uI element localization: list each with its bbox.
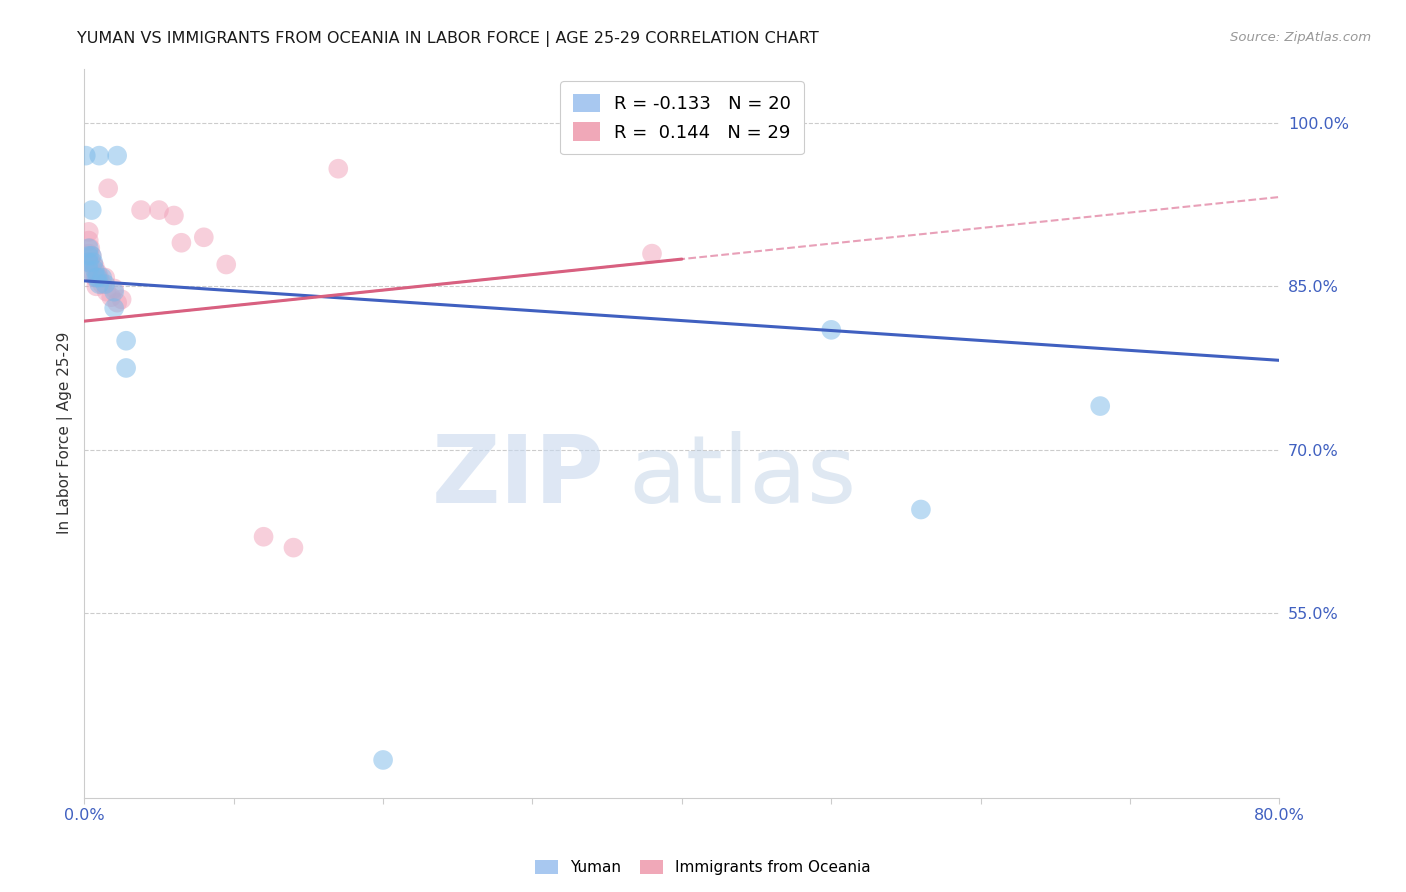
Point xyxy=(111,293,134,307)
Point xyxy=(96,285,118,299)
Point xyxy=(94,270,117,285)
Point xyxy=(820,323,842,337)
Point xyxy=(89,148,111,162)
Point xyxy=(77,263,100,277)
Point xyxy=(89,277,111,292)
Text: atlas: atlas xyxy=(628,431,856,523)
Point xyxy=(115,361,138,376)
Point xyxy=(83,260,105,274)
Point xyxy=(105,295,128,310)
Point xyxy=(83,270,105,285)
Legend: R = -0.133   N = 20, R =  0.144   N = 29: R = -0.133 N = 20, R = 0.144 N = 29 xyxy=(560,81,804,154)
Point xyxy=(80,203,103,218)
Point xyxy=(283,541,305,555)
Point xyxy=(100,290,122,304)
Point xyxy=(97,181,120,195)
Point xyxy=(77,246,100,260)
Point xyxy=(910,502,932,516)
Point xyxy=(105,148,128,162)
Point xyxy=(77,241,100,255)
Point xyxy=(193,230,215,244)
Point xyxy=(170,235,193,250)
Point xyxy=(82,266,104,280)
Point xyxy=(115,334,138,348)
Point xyxy=(77,255,100,269)
Point xyxy=(215,258,238,272)
Point xyxy=(84,279,107,293)
Text: ZIP: ZIP xyxy=(432,431,605,523)
Point xyxy=(103,281,125,295)
Point xyxy=(77,234,100,248)
Point xyxy=(252,530,274,544)
Point xyxy=(84,270,107,285)
Point xyxy=(77,249,100,263)
Point xyxy=(87,270,110,285)
Point xyxy=(77,255,100,269)
Point xyxy=(129,203,152,218)
Point xyxy=(103,285,125,299)
Text: YUMAN VS IMMIGRANTS FROM OCEANIA IN LABOR FORCE | AGE 25-29 CORRELATION CHART: YUMAN VS IMMIGRANTS FROM OCEANIA IN LABO… xyxy=(77,31,820,47)
Point xyxy=(103,301,125,315)
Point xyxy=(87,266,110,280)
Point xyxy=(163,209,186,223)
Point xyxy=(91,277,114,292)
Y-axis label: In Labor Force | Age 25-29: In Labor Force | Age 25-29 xyxy=(58,332,73,534)
Point xyxy=(83,263,105,277)
Point xyxy=(1090,399,1112,413)
Point xyxy=(371,753,394,767)
Point xyxy=(82,255,104,269)
Point xyxy=(89,270,111,285)
Text: Source: ZipAtlas.com: Source: ZipAtlas.com xyxy=(1230,31,1371,45)
Point xyxy=(79,241,101,255)
Point xyxy=(148,203,170,218)
Point xyxy=(91,270,114,285)
Point xyxy=(80,249,103,263)
Point xyxy=(328,161,350,176)
Legend: Yuman, Immigrants from Oceania: Yuman, Immigrants from Oceania xyxy=(531,855,875,880)
Point xyxy=(82,258,104,272)
Point xyxy=(80,249,103,263)
Point xyxy=(75,148,97,162)
Point xyxy=(94,277,117,292)
Point xyxy=(641,246,664,260)
Point xyxy=(77,225,100,239)
